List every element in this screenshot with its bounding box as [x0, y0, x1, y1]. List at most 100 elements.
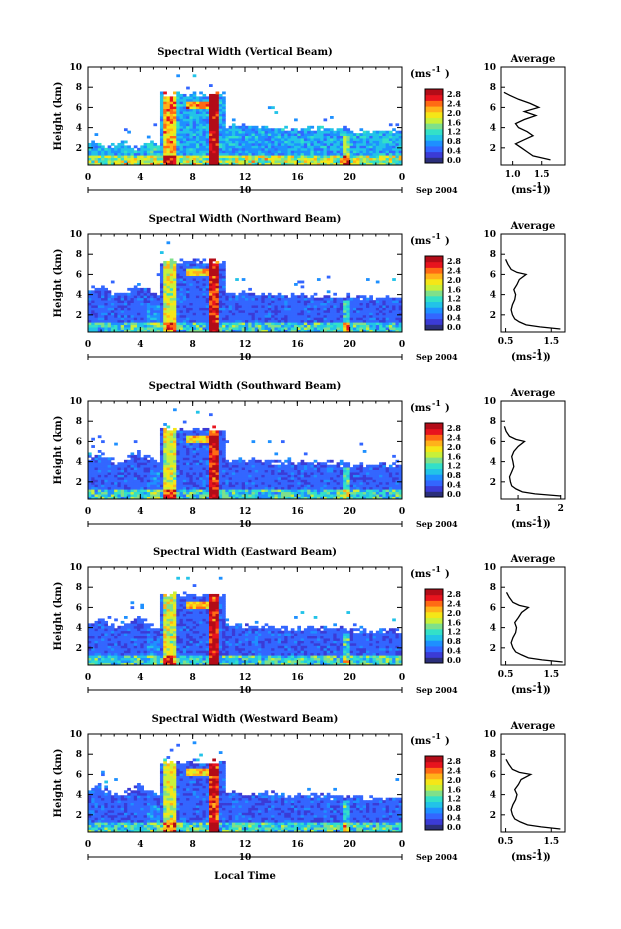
heatmap-cell	[101, 285, 105, 289]
heatmap-cell	[127, 152, 131, 156]
heatmap-cell	[297, 305, 301, 308]
heatmap-cell	[173, 130, 177, 134]
heatmap-cell	[326, 317, 331, 321]
heatmap-cell	[186, 275, 190, 279]
heatmap-cell	[303, 462, 308, 466]
heatmap-cell	[274, 302, 279, 306]
heatmap-cell	[88, 479, 92, 483]
heatmap-cell	[294, 322, 298, 326]
heatmap-cell	[199, 280, 203, 284]
heatmap-cell	[277, 309, 282, 313]
heatmap-cell	[176, 135, 180, 139]
heatmap-cell	[186, 474, 190, 478]
heatmap-cell	[222, 155, 226, 159]
heatmap-cell	[176, 263, 180, 267]
heatmap-cell	[189, 278, 194, 281]
heatmap-cell	[212, 120, 216, 124]
heatmap-cell	[222, 457, 226, 461]
heatmap-cell	[123, 314, 128, 318]
heatmap-cell	[271, 140, 275, 144]
heatmap-cell	[146, 160, 151, 163]
heatmap-cell	[202, 113, 207, 117]
heatmap-cell	[94, 327, 99, 330]
heatmap-cell	[137, 491, 141, 495]
heatmap-cell	[212, 486, 216, 490]
heatmap-cell	[245, 160, 249, 163]
heatmap-cell	[130, 484, 135, 488]
heatmap-cell	[339, 327, 344, 330]
heatmap-cell	[212, 496, 216, 500]
heatmap-cell	[114, 442, 118, 446]
heatmap-cell	[159, 305, 164, 308]
heatmap-cell	[280, 309, 285, 313]
heatmap-cell	[202, 145, 207, 149]
heatmap-cell	[264, 317, 269, 321]
heatmap-cell	[179, 317, 184, 321]
heatmap-cell	[101, 440, 105, 444]
heatmap-cell	[300, 319, 305, 323]
average-profile-line	[505, 259, 561, 330]
heatmap-cell	[284, 133, 288, 136]
heatmap-cell	[179, 496, 184, 500]
heatmap-cell	[251, 476, 256, 480]
heatmap-cell	[169, 440, 174, 444]
heatmap-cell	[186, 96, 190, 100]
heatmap-cell	[179, 300, 184, 303]
heatmap-cell	[356, 319, 360, 323]
heatmap-cell	[388, 329, 393, 333]
heatmap-cell	[133, 160, 138, 163]
heatmap-cell	[326, 142, 331, 146]
heatmap-cell	[251, 140, 256, 144]
heatmap-cell	[336, 307, 341, 311]
heatmap-cell	[182, 440, 187, 444]
heatmap-cell	[225, 135, 230, 139]
heatmap-cell	[215, 125, 220, 129]
heatmap-cell	[349, 150, 354, 154]
heatmap-cell	[222, 437, 226, 441]
heatmap-cell	[159, 140, 164, 144]
heatmap-cell	[186, 147, 190, 151]
heatmap-cell	[362, 145, 367, 149]
heatmap-cell	[212, 268, 216, 272]
heatmap-cell	[228, 150, 233, 154]
heatmap-cell	[143, 155, 148, 159]
heatmap-cell	[199, 432, 203, 436]
heatmap-cell	[271, 128, 275, 132]
heatmap-cell	[258, 162, 262, 166]
heatmap-cell	[182, 96, 187, 100]
heatmap-cell	[163, 450, 167, 453]
heatmap-cell	[307, 140, 311, 144]
heatmap-cell	[186, 496, 190, 500]
heatmap-cell	[245, 312, 249, 316]
heatmap-cell	[202, 484, 207, 488]
heatmap-cell	[320, 309, 324, 313]
heatmap-cell	[316, 327, 321, 330]
heatmap-cell	[140, 312, 144, 316]
heatmap-cell	[303, 130, 308, 134]
heatmap-cell	[215, 474, 220, 478]
heatmap-cell	[297, 140, 301, 144]
heatmap-cell	[267, 106, 272, 110]
heatmap-cell	[182, 103, 187, 107]
heatmap-cell	[248, 481, 252, 485]
heatmap-cell	[280, 489, 285, 493]
colorbar-frame	[424, 88, 444, 164]
heatmap-cell	[114, 305, 118, 308]
heatmap-cell	[159, 300, 164, 303]
heatmap-cell	[173, 459, 177, 463]
heatmap-cell	[222, 292, 226, 296]
heatmap-cell	[153, 300, 158, 303]
heatmap-cell	[356, 147, 360, 151]
heatmap-cell	[277, 147, 282, 151]
heatmap-cell	[195, 283, 200, 286]
heatmap-cell	[366, 324, 370, 328]
heatmap-cell	[140, 155, 144, 159]
heatmap-cell	[352, 162, 357, 166]
heatmap-cell	[182, 138, 187, 141]
heatmap-cell	[290, 464, 295, 468]
heatmap-cell	[104, 459, 109, 463]
heatmap-cell	[163, 108, 167, 112]
heatmap-cell	[215, 280, 220, 284]
heatmap-cell	[222, 101, 226, 105]
heatmap-cell	[110, 327, 115, 330]
